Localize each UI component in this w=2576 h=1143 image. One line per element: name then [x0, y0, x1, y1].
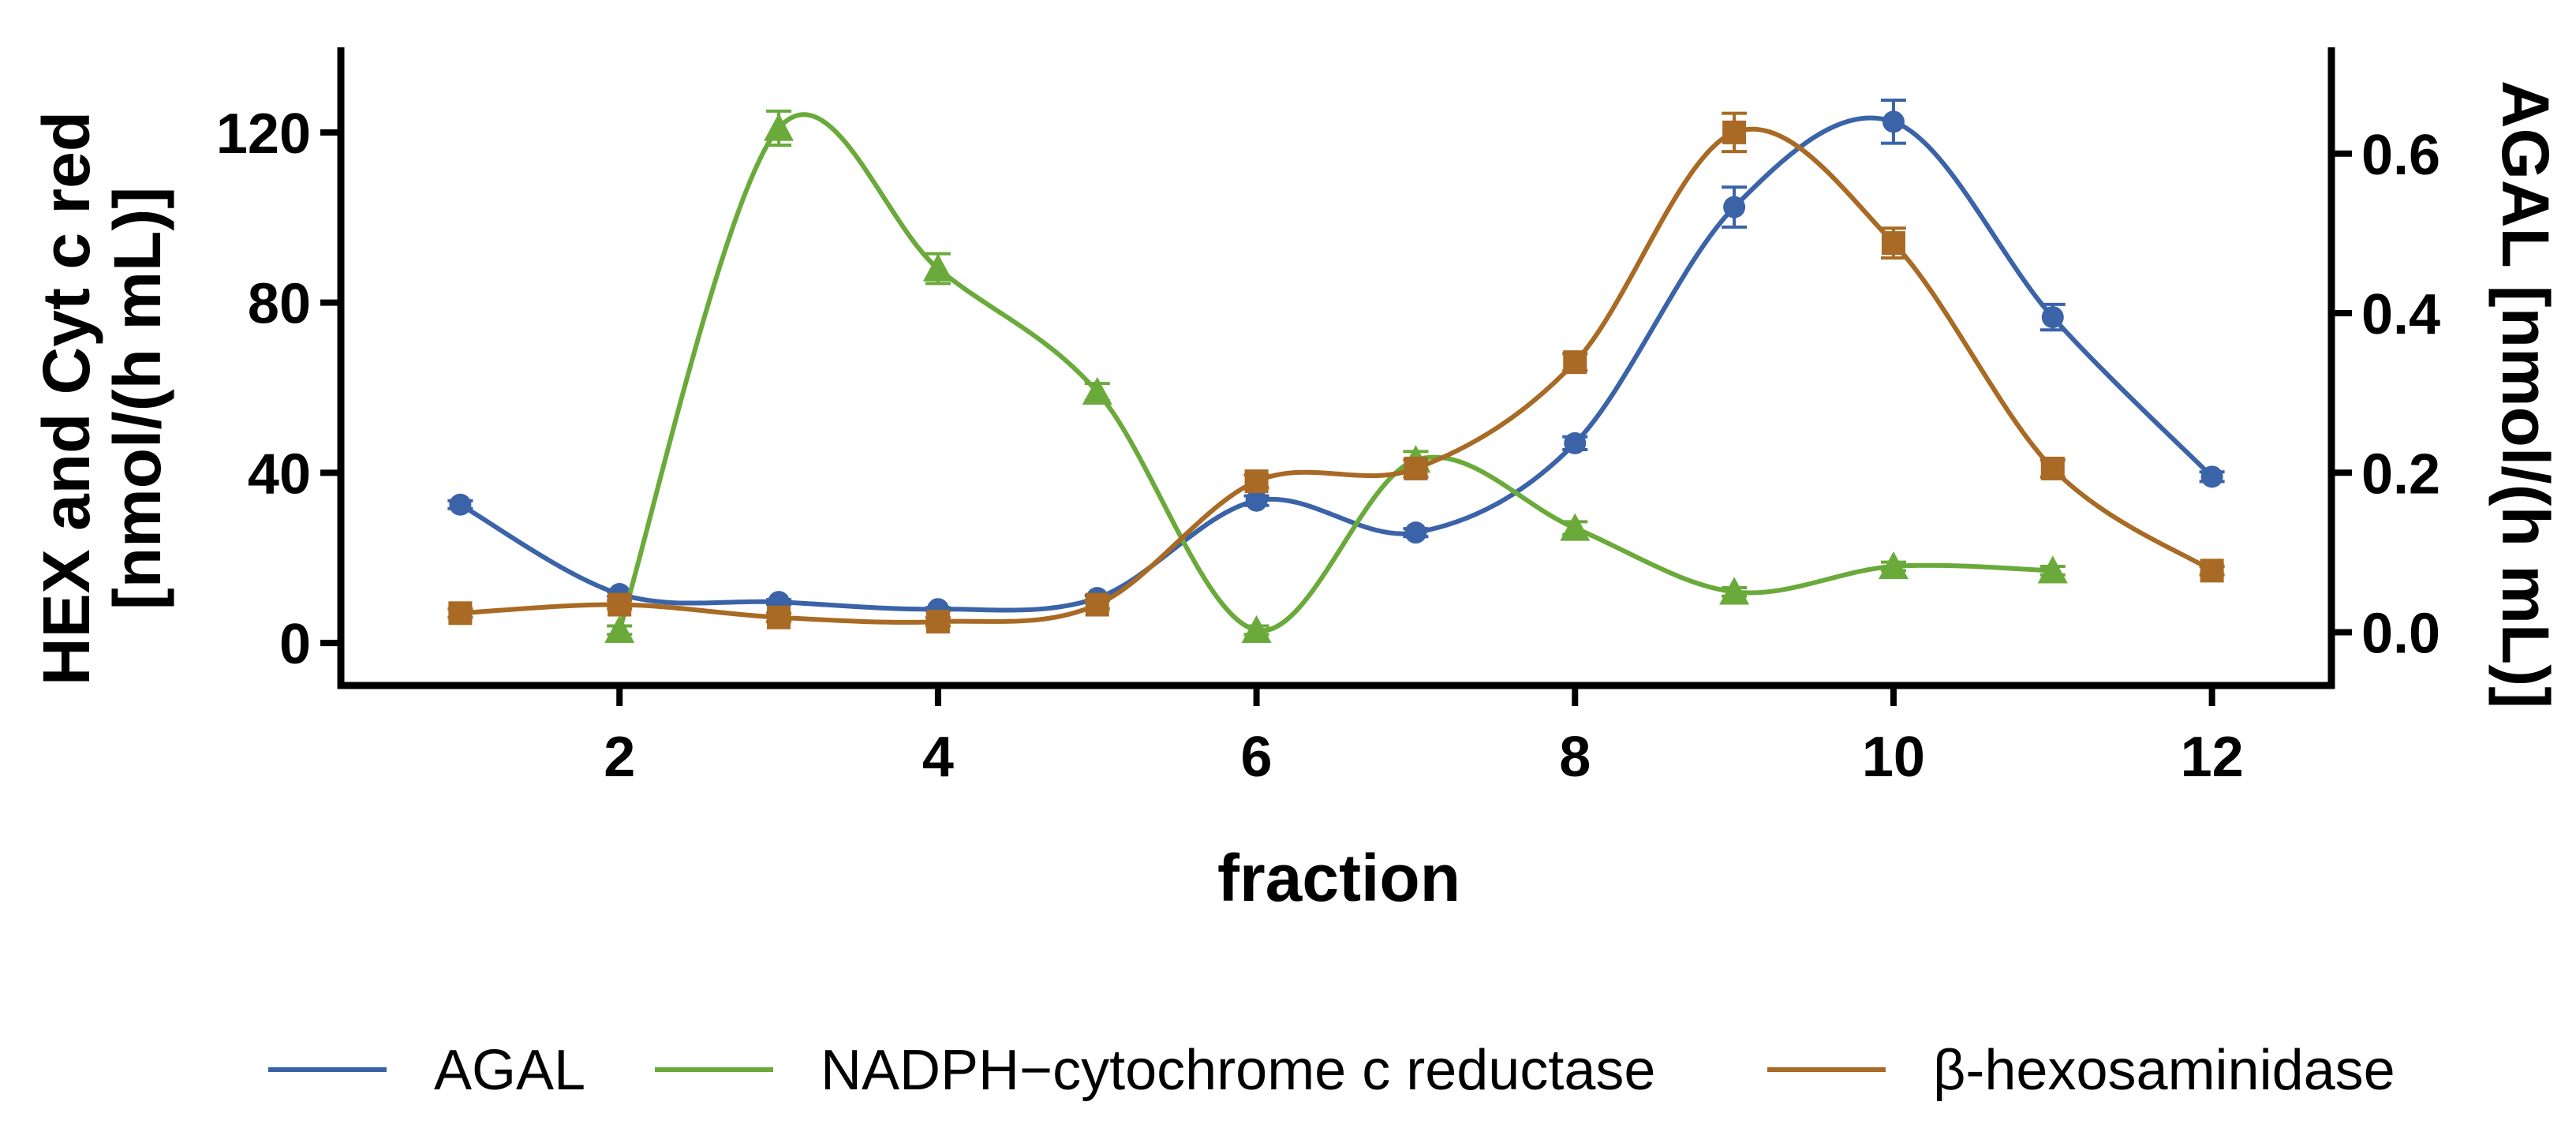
series-hexosaminidase	[447, 111, 2225, 634]
x-tick-label: 2	[604, 726, 635, 789]
legend-label: AGAL	[434, 1039, 585, 1102]
data-point	[449, 493, 472, 516]
data-point	[1245, 489, 1268, 512]
x-ticks: 2 4 6 8 10 12	[604, 685, 2244, 789]
series-nadph-cytochrome-c-reductase	[604, 109, 2068, 644]
data-point	[2040, 456, 2065, 480]
left-y-tick-label: 80	[248, 273, 311, 336]
x-axis-title: fraction	[1217, 841, 1460, 915]
data-point	[608, 592, 632, 617]
left-y-axis-title-line2: [nmol/(h mL)]	[100, 187, 174, 611]
x-tick-label: 4	[922, 726, 954, 789]
left-y-tick-label: 120	[216, 103, 311, 166]
series-line-hexosaminidase	[458, 126, 2215, 625]
right-y-axis-title-text: AGAL [nmol/(h mL)]	[2488, 80, 2563, 708]
x-tick-label: 10	[1862, 726, 1925, 789]
legend-label: NADPH−cytochrome c reductase	[821, 1039, 1655, 1102]
right-y-ticks: 0.0 0.2 0.4 0.6	[2331, 124, 2440, 666]
data-point	[604, 614, 635, 644]
data-point	[764, 113, 794, 141]
data-point	[2041, 306, 2064, 329]
right-y-tick-label: 0.0	[2361, 603, 2440, 666]
data-point	[1560, 513, 1591, 541]
data-point	[1404, 521, 1427, 544]
data-point	[1244, 469, 1269, 494]
data-point	[1723, 196, 1746, 219]
left-y-axis-title-line1: HEX and Cyt c red	[29, 111, 103, 685]
right-y-tick-label: 0.4	[2361, 283, 2440, 346]
series-layer	[447, 99, 2225, 644]
data-point	[448, 601, 473, 626]
series-line-nadph-cytochrome-c-reductase	[617, 112, 2055, 633]
data-point	[1564, 431, 1587, 454]
data-point	[1878, 551, 1909, 580]
data-point	[1563, 350, 1587, 375]
series-line-agal	[458, 115, 2215, 613]
right-y-tick-label: 0.2	[2361, 443, 2440, 506]
legend: AGAL NADPH−cytochrome c reductase β-hexosa…	[268, 1039, 2395, 1102]
x-tick-label: 6	[1241, 726, 1273, 789]
data-point	[2200, 465, 2223, 488]
x-tick-label: 12	[2181, 726, 2244, 789]
x-tick-label: 8	[1559, 726, 1591, 789]
data-point	[1722, 120, 1747, 144]
left-y-ticks: 0 40 80 120	[216, 103, 341, 676]
data-point	[2037, 555, 2068, 584]
data-point	[1881, 231, 1905, 256]
right-y-tick-label: 0.6	[2361, 124, 2440, 187]
data-point	[1085, 592, 1109, 617]
data-point	[1082, 376, 1112, 405]
plot-area: 0 40 80 120 0.0 0.2 0.4 0.6 2 4 6 8 10 12	[216, 47, 2440, 789]
legend-item-nadph-cytochrome-c-reductase: NADPH−cytochrome c reductase	[655, 1039, 1655, 1102]
left-y-tick-label: 0	[279, 613, 311, 676]
right-y-axis-title: AGAL [nmol/(h mL)]	[2488, 80, 2563, 708]
legend-item-hexosaminidase: β-hexosaminidase	[1767, 1039, 2395, 1102]
series-agal	[447, 99, 2225, 621]
legend-item-agal: AGAL	[268, 1039, 585, 1102]
legend-label: β-hexosaminidase	[1933, 1039, 2395, 1102]
data-point	[922, 253, 953, 282]
data-point	[1241, 614, 1272, 644]
data-point	[2200, 558, 2224, 583]
data-point	[925, 610, 950, 634]
left-y-tick-label: 40	[248, 443, 311, 506]
data-point	[767, 605, 791, 629]
data-point	[1882, 110, 1905, 133]
data-point	[1719, 577, 1750, 605]
left-y-axis-title: HEX and Cyt c red [nmol/(h mL)]	[29, 111, 174, 685]
data-point	[1404, 456, 1428, 480]
